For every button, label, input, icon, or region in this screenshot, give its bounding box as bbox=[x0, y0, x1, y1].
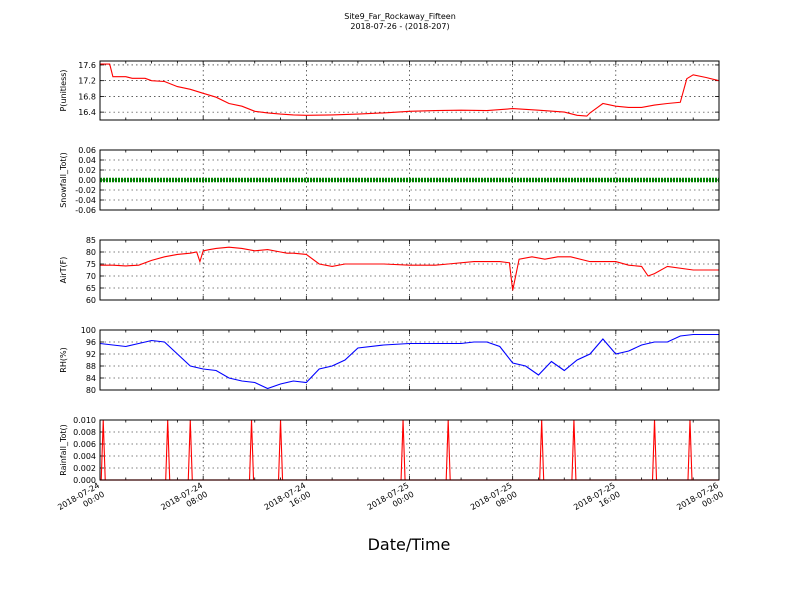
y-tick-label: 0.06 bbox=[78, 146, 96, 155]
y-tick-label: 0.008 bbox=[73, 428, 96, 437]
panel-2: -0.06-0.04-0.020.000.020.040.06 Snowfall_… bbox=[59, 146, 720, 215]
panel-4: 80 84 88 92 96 100 RH(%) bbox=[59, 326, 720, 395]
rainfall-spike bbox=[277, 419, 284, 481]
y-tick-label: 0.004 bbox=[73, 452, 96, 461]
rainfall-spike bbox=[248, 419, 255, 481]
rainfall-spike bbox=[400, 419, 406, 481]
rainfall-spike bbox=[187, 419, 193, 481]
y-tick-label: 88 bbox=[86, 362, 96, 371]
rainfall-spike bbox=[571, 419, 577, 481]
x-axis-label: Date/Time bbox=[368, 535, 451, 554]
y-tick-label: 96 bbox=[86, 338, 96, 347]
y-tick-label: -0.04 bbox=[75, 196, 96, 205]
y-tick-label: 60 bbox=[86, 296, 96, 305]
y-tick-label: 0.000 bbox=[73, 476, 96, 485]
series-line bbox=[100, 246, 719, 291]
y-tick-label: 70 bbox=[86, 272, 96, 281]
panel-1: 16.4 16.8 17.2 17.6 P(unitless) bbox=[59, 60, 720, 121]
panel-frame bbox=[99, 329, 720, 391]
panel-frame bbox=[99, 239, 720, 301]
series-line bbox=[99, 333, 719, 390]
panel-frame bbox=[99, 149, 720, 211]
y-tick-label: 84 bbox=[86, 374, 96, 383]
y-tick-label: 0.002 bbox=[73, 464, 96, 473]
panel-3: 60 65 70 75 80 85 AirT(F) bbox=[59, 236, 720, 305]
panel-grid bbox=[100, 420, 719, 480]
y-tick-label: 80 bbox=[86, 248, 96, 257]
y-tick-label: 0.010 bbox=[73, 416, 96, 425]
y-tick-label: 85 bbox=[86, 236, 96, 245]
rainfall-spike bbox=[100, 419, 106, 481]
y-tick-label: -0.06 bbox=[75, 206, 96, 215]
panel-grid bbox=[100, 330, 719, 390]
rainfall-spike bbox=[651, 419, 658, 481]
y-axis-label: Snowfall_Tot() bbox=[59, 152, 68, 208]
y-tick-label: 65 bbox=[86, 284, 96, 293]
rainfall-spike bbox=[165, 419, 171, 481]
y-tick-label: 0.02 bbox=[78, 166, 96, 175]
y-tick-label: 100 bbox=[81, 326, 96, 335]
panel-grid bbox=[100, 240, 719, 300]
y-axis-label: P(unitless) bbox=[59, 69, 68, 111]
series-line bbox=[100, 63, 720, 117]
y-axis-label: Rainfall_Tot() bbox=[59, 424, 68, 476]
rainfall-spike bbox=[539, 419, 545, 481]
y-axis-label: AirT(F) bbox=[59, 257, 68, 284]
y-tick-label: -0.02 bbox=[75, 186, 96, 195]
y-tick-label: 0.006 bbox=[73, 440, 96, 449]
y-tick-label: 80 bbox=[86, 386, 96, 395]
panel-grid bbox=[100, 150, 719, 210]
panel-frame bbox=[99, 60, 720, 121]
chart-title: Site9_Far_Rockaway_Fifteen bbox=[344, 12, 456, 21]
y-tick-label: 0.04 bbox=[78, 156, 96, 165]
chart-subtitle: 2018-07-26 - (2018-207) bbox=[350, 22, 449, 31]
y-tick-label: 92 bbox=[86, 350, 96, 359]
y-axis-label: RH(%) bbox=[59, 347, 68, 372]
panel-5: 0.000 0.002 0.004 0.006 0.008 0.010 Rainfall_T… bbox=[59, 416, 720, 485]
panel-grid bbox=[100, 61, 719, 120]
rainfall-spike bbox=[687, 419, 693, 481]
y-tick-label: 17.2 bbox=[78, 77, 96, 86]
panel-frame bbox=[99, 419, 720, 481]
y-tick-label: 16.4 bbox=[78, 108, 96, 117]
y-tick-label: 17.6 bbox=[78, 61, 96, 70]
y-tick-label: 16.8 bbox=[78, 92, 96, 101]
rainfall-spike bbox=[445, 419, 451, 481]
panels: 16.4 16.8 17.2 17.6 P(unitless) -0.06-0.04-0.… bbox=[59, 60, 720, 485]
y-tick-label: 0.00 bbox=[78, 176, 96, 185]
y-tick-label: 75 bbox=[86, 260, 96, 269]
